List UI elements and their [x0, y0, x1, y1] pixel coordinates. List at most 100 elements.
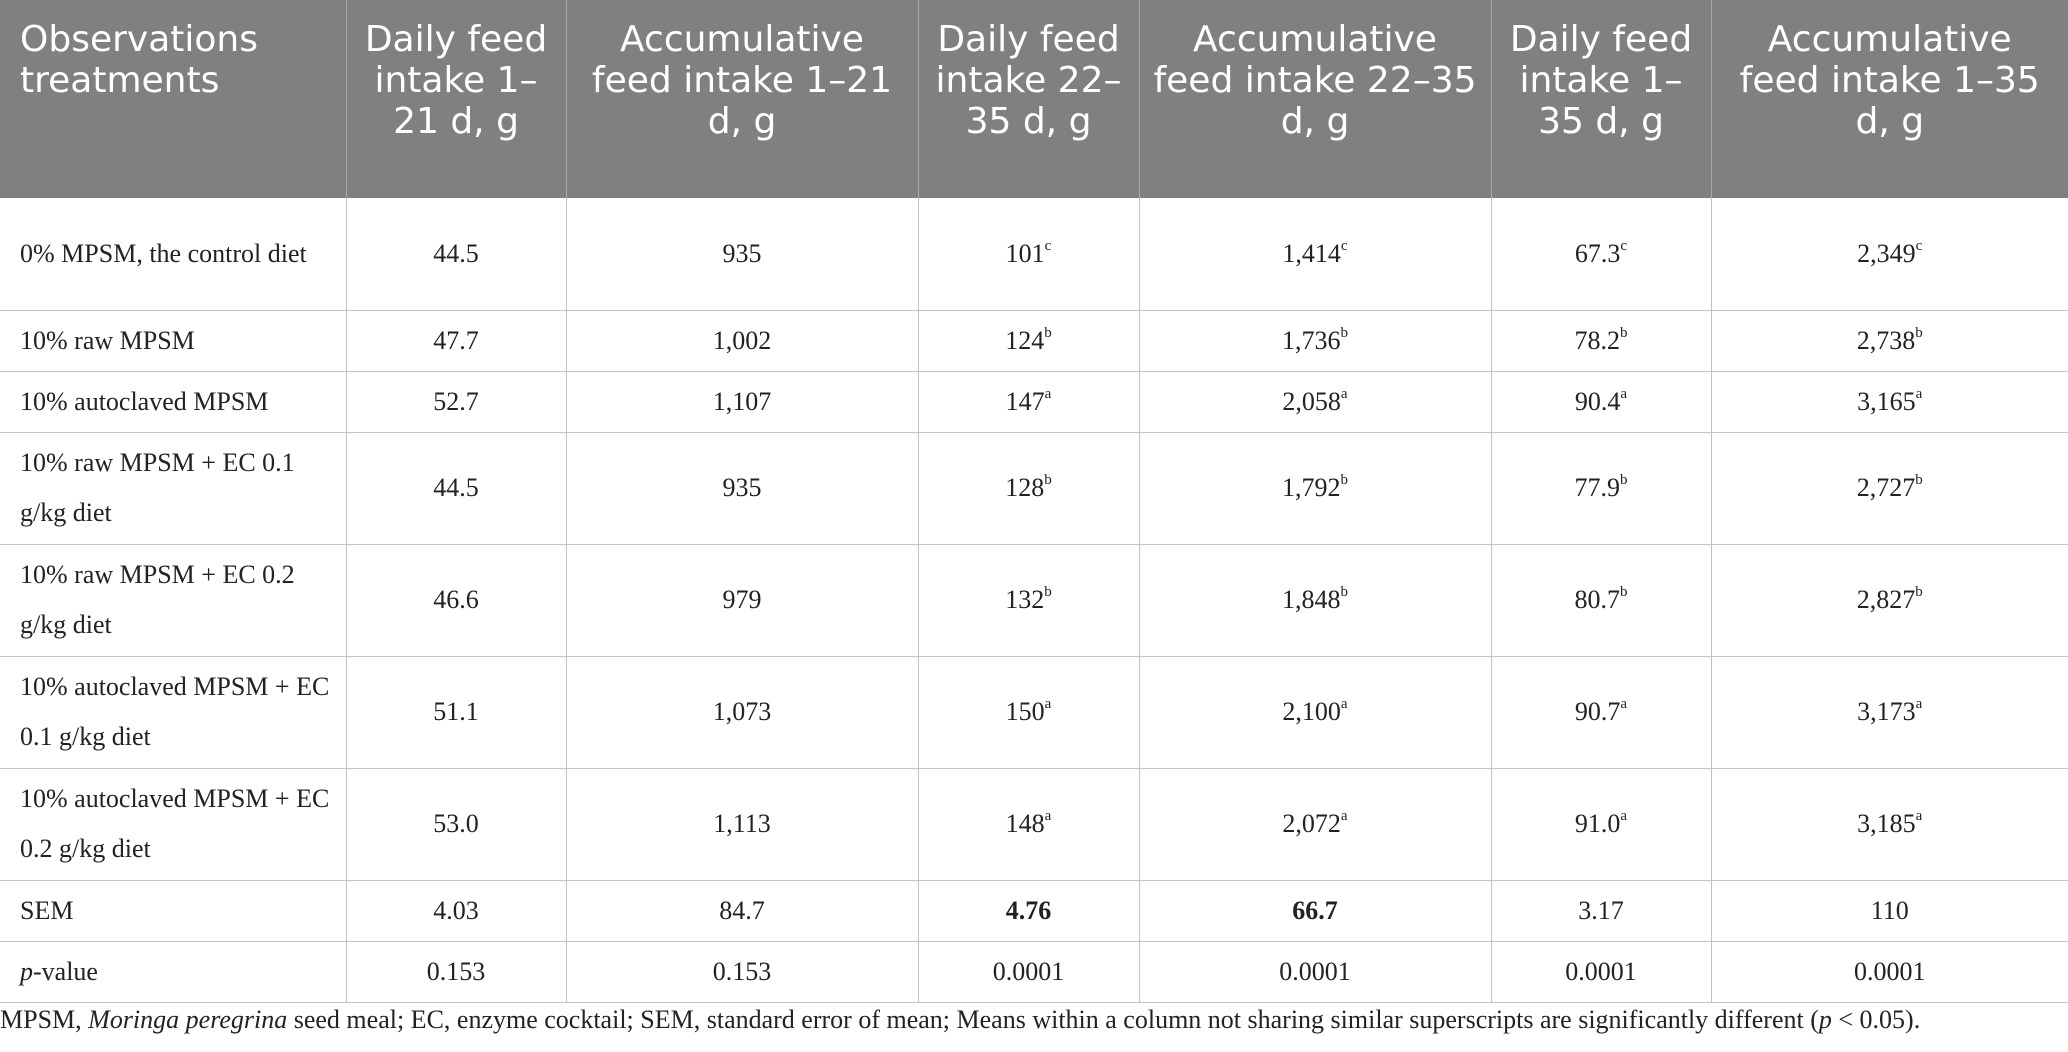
cell-value: 44.5: [433, 238, 479, 268]
cell-superscript: c: [1915, 237, 1923, 254]
table-cell: 1,414c: [1139, 198, 1492, 311]
footnote-part3: < 0.05).: [1831, 1005, 1921, 1034]
pvalue-cell: 0.0001: [918, 941, 1140, 1003]
cell-superscript: b: [1340, 324, 1349, 341]
table-cell: 1,107: [566, 371, 919, 433]
header-accum-1-21: Accumulative feed intake 1–21 d, g: [566, 0, 919, 198]
table-cell: 91.0a: [1491, 768, 1712, 881]
table-cell: 78.2b: [1491, 310, 1712, 372]
row-label: 10% autoclaved MPSM: [0, 371, 347, 433]
table-cell: 90.7a: [1491, 656, 1712, 769]
table-row: 10% raw MPSM 47.7 1,002 124b 1,736b 78.2b 2,73…: [0, 310, 2068, 372]
table-cell: 2,727b: [1711, 432, 2068, 545]
cell-value: 52.7: [433, 386, 479, 416]
row-label: 0% MPSM, the control diet: [0, 198, 347, 311]
cell-superscript: b: [1620, 584, 1628, 600]
cell-superscript: c: [1340, 237, 1348, 254]
table-cell: 67.3c: [1491, 198, 1712, 311]
table-cell: 51.1: [346, 656, 567, 769]
footnote-part2: seed meal; EC, enzyme cocktail; SEM, sta…: [287, 1005, 1819, 1034]
cell-value: 2,349: [1857, 238, 1916, 268]
pvalue-cell: 0.0001: [1711, 941, 2068, 1003]
row-label: 10% raw MPSM + EC 0.1 g/kg diet: [0, 432, 347, 545]
table-cell: 46.6: [346, 544, 567, 657]
cell-superscript: b: [1044, 584, 1052, 600]
cell-superscript: a: [1044, 385, 1052, 402]
sem-cell: 110: [1711, 880, 2068, 942]
cell-superscript: a: [1620, 385, 1628, 402]
cell-value: 1,848: [1282, 585, 1341, 614]
table-cell: 124b: [918, 310, 1140, 372]
sem-cell: 66.7: [1139, 880, 1492, 942]
header-treatments: Observations treatments: [0, 0, 347, 198]
cell-superscript: c: [1620, 237, 1628, 254]
cell-value: 148: [1005, 809, 1045, 838]
cell-value: 1,792: [1282, 473, 1341, 502]
table-cell: 1,113: [566, 768, 919, 881]
pvalue-cell: 0.153: [346, 941, 567, 1003]
pvalue-row: p-value 0.153 0.153 0.0001 0.0001 0.0001 0.000…: [0, 941, 2068, 1003]
sem-row: SEM 4.03 84.7 4.76 66.7 3.17 110: [0, 880, 2068, 942]
table-cell: 90.4a: [1491, 371, 1712, 433]
cell-superscript: a: [1340, 808, 1348, 824]
row-label: 10% raw MPSM + EC 0.2 g/kg diet: [0, 544, 347, 657]
cell-value: 2,072: [1282, 809, 1341, 838]
cell-value: 90.7: [1574, 697, 1621, 726]
cell-value: 44.5: [433, 473, 479, 502]
table-row: 10% autoclaved MPSM 52.7 1,107 147a 2,058a 90…: [0, 371, 2068, 433]
cell-value: 1,002: [712, 325, 772, 355]
pvalue-cell: 0.0001: [1139, 941, 1492, 1003]
cell-value: 1,107: [712, 386, 772, 416]
cell-superscript: a: [1340, 385, 1348, 402]
table-cell: 128b: [918, 432, 1140, 545]
cell-value: 46.6: [433, 585, 479, 614]
cell-value: 101: [1005, 238, 1045, 268]
table-row: 10% raw MPSM + EC 0.1 g/kg diet 44.5 935 12…: [0, 432, 2068, 545]
header-accum-1-35: Accumulative feed intake 1–35 d, g: [1711, 0, 2068, 198]
cell-value: 77.9: [1574, 473, 1621, 502]
pvalue-label-p: p: [20, 956, 33, 986]
cell-value: 132: [1005, 585, 1045, 614]
table-cell: 3,173a: [1711, 656, 2068, 769]
cell-value: 1,073: [712, 697, 772, 726]
table-cell: 1,002: [566, 310, 919, 372]
sem-label: SEM: [0, 880, 347, 942]
cell-superscript: a: [1915, 808, 1923, 824]
table-cell: 2,827b: [1711, 544, 2068, 657]
feed-intake-table: Observations treatments Daily feed intak…: [0, 0, 2068, 1003]
table-body: 0% MPSM, the control diet 44.5 935 101c 1,41…: [0, 198, 2068, 1003]
cell-superscript: a: [1620, 696, 1628, 712]
table-cell: 1,848b: [1139, 544, 1492, 657]
table-cell: 150a: [918, 656, 1140, 769]
row-label: 10% raw MPSM: [0, 310, 347, 372]
cell-superscript: a: [1620, 808, 1628, 824]
cell-superscript: b: [1044, 472, 1052, 488]
header-accum-22-35: Accumulative feed intake 22–35 d, g: [1139, 0, 1492, 198]
table-cell: 47.7: [346, 310, 567, 372]
table-cell: 3,185a: [1711, 768, 2068, 881]
table-footnote: MPSM, Moringa peregrina seed meal; EC, e…: [0, 1005, 2068, 1035]
sem-cell: 84.7: [566, 880, 919, 942]
cell-value: 147: [1005, 386, 1045, 416]
table-row: 0% MPSM, the control diet 44.5 935 101c 1,41…: [0, 198, 2068, 311]
table-cell: 2,072a: [1139, 768, 1492, 881]
cell-value: 78.2: [1574, 325, 1621, 355]
table-cell: 2,349c: [1711, 198, 2068, 311]
cell-value: 150: [1005, 697, 1045, 726]
footnote-species: Moringa peregrina: [88, 1005, 288, 1034]
cell-value: 1,736: [1282, 325, 1341, 355]
cell-superscript: b: [1620, 472, 1628, 488]
cell-value: 1,113: [713, 809, 771, 838]
pvalue-label-rest: -value: [33, 956, 98, 986]
table-cell: 935: [566, 198, 919, 311]
row-label: 10% autoclaved MPSM + EC 0.2 g/kg diet: [0, 768, 347, 881]
table-cell: 53.0: [346, 768, 567, 881]
table-cell: 2,058a: [1139, 371, 1492, 433]
cell-superscript: a: [1915, 385, 1923, 402]
cell-value: 3,173: [1857, 697, 1916, 726]
cell-superscript: b: [1620, 324, 1628, 341]
cell-value: 935: [722, 238, 762, 268]
table-cell: 147a: [918, 371, 1140, 433]
cell-value: 2,058: [1282, 386, 1341, 416]
cell-value: 80.7: [1574, 585, 1621, 614]
